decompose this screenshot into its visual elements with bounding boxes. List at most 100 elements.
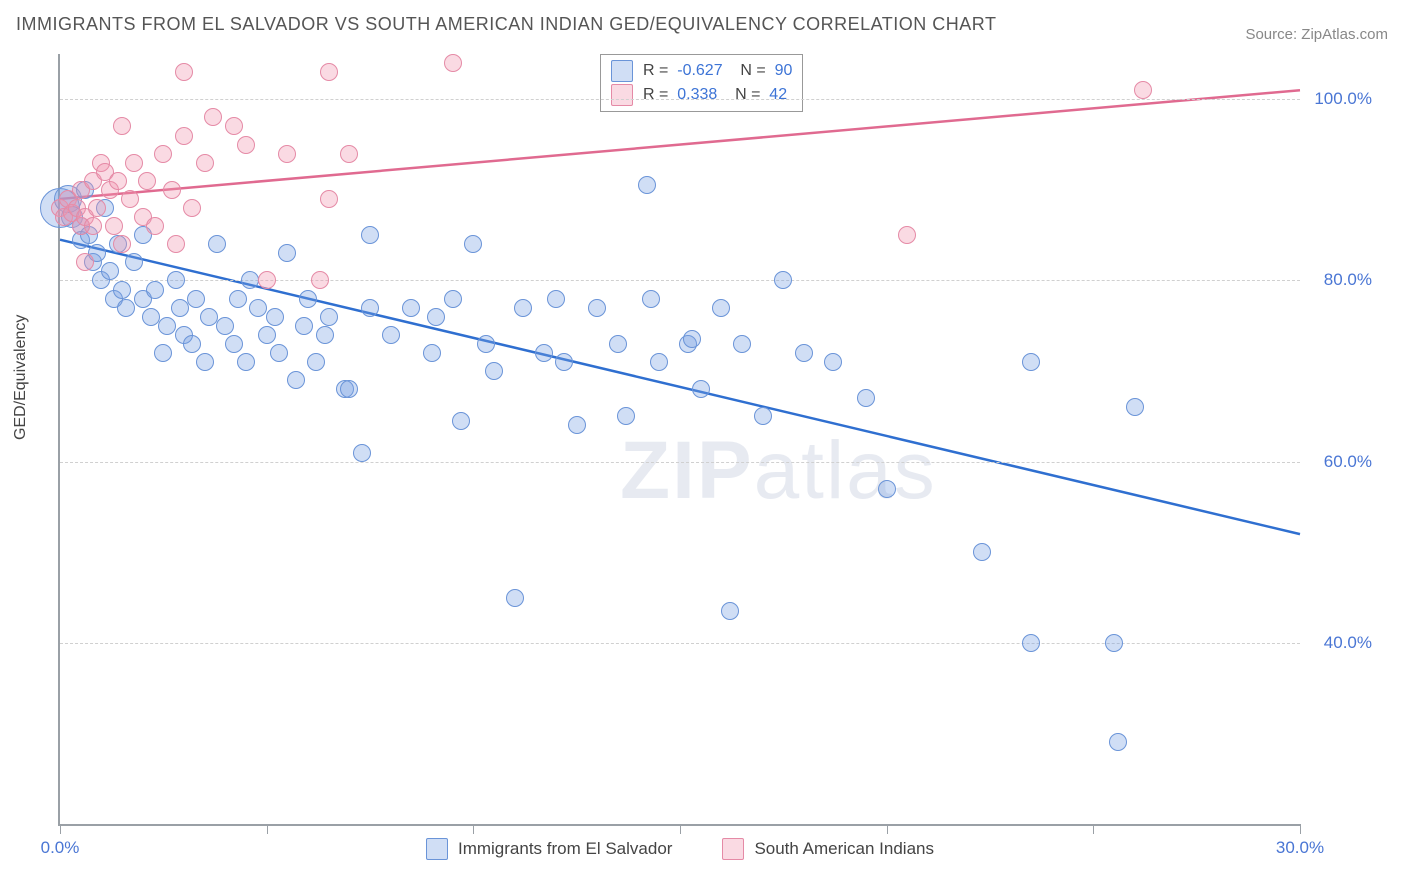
data-point [105,217,123,235]
data-point [973,543,991,561]
stats-legend: R = -0.627 N = 90R = 0.338 N = 42 [600,54,803,112]
data-point [196,154,214,172]
legend-item: South American Indians [722,838,934,860]
data-point [229,290,247,308]
data-point [167,235,185,253]
data-point [113,281,131,299]
data-point [555,353,573,371]
data-point [514,299,532,317]
series-legend: Immigrants from El Salvador South America… [60,838,1300,860]
data-point [171,299,189,317]
data-point [287,371,305,389]
data-point [795,344,813,362]
legend-swatch [722,838,744,860]
data-point [249,299,267,317]
stats-text: R = -0.627 N = 90 [643,59,792,83]
data-point [117,299,135,317]
data-point [402,299,420,317]
data-point [444,54,462,72]
data-point [84,217,102,235]
data-point [1022,634,1040,652]
gridline [60,462,1300,463]
data-point [477,335,495,353]
data-point [299,290,317,308]
data-point [444,290,462,308]
data-point [295,317,313,335]
legend-label: Immigrants from El Salvador [458,839,672,859]
data-point [183,199,201,217]
data-point [547,290,565,308]
data-point [898,226,916,244]
data-point [154,344,172,362]
data-point [340,145,358,163]
data-point [142,308,160,326]
data-point [167,271,185,289]
data-point [237,136,255,154]
data-point [125,253,143,271]
x-tick [267,824,268,834]
data-point [642,290,660,308]
data-point [824,353,842,371]
data-point [316,326,334,344]
stats-text: R = 0.338 N = 42 [643,83,787,107]
data-point [225,335,243,353]
data-point [733,335,751,353]
data-point [113,235,131,253]
data-point [175,63,193,81]
data-point [307,353,325,371]
data-point [76,253,94,271]
data-point [241,271,259,289]
data-point [361,226,379,244]
data-point [1134,81,1152,99]
data-point [258,326,276,344]
data-point [163,181,181,199]
stats-legend-row: R = -0.627 N = 90 [611,59,792,83]
data-point [237,353,255,371]
data-point [1022,353,1040,371]
data-point [158,317,176,335]
data-point [154,145,172,163]
data-point [187,290,205,308]
data-point [382,326,400,344]
data-point [692,380,710,398]
data-point [320,63,338,81]
x-tick [60,824,61,834]
plot-area: ZIPatlas R = -0.627 N = 90R = 0.338 N = … [58,54,1300,826]
data-point [109,172,127,190]
data-point [721,602,739,620]
data-point [266,308,284,326]
data-point [113,117,131,135]
data-point [258,271,276,289]
data-point [216,317,234,335]
data-point [878,480,896,498]
source-credit: Source: ZipAtlas.com [1245,26,1388,43]
stats-legend-row: R = 0.338 N = 42 [611,83,792,107]
x-tick [680,824,681,834]
data-point [320,308,338,326]
data-point [1109,733,1127,751]
data-point [101,262,119,280]
data-point [452,412,470,430]
legend-item: Immigrants from El Salvador [426,838,672,860]
data-point [506,589,524,607]
data-point [774,271,792,289]
legend-swatch [611,60,633,82]
data-point [617,407,635,425]
data-point [175,127,193,145]
data-point [196,353,214,371]
data-point [204,108,222,126]
data-point [361,299,379,317]
data-point [353,444,371,462]
data-point [427,308,445,326]
x-tick [1300,824,1301,834]
y-tick-label: 40.0% [1312,633,1372,653]
regression-lines-layer [60,54,1300,824]
data-point [464,235,482,253]
x-tick-label: 30.0% [1276,838,1324,858]
data-point [1126,398,1144,416]
gridline [60,99,1300,100]
data-point [712,299,730,317]
data-point [225,117,243,135]
data-point [138,172,156,190]
y-tick-label: 100.0% [1312,89,1372,109]
